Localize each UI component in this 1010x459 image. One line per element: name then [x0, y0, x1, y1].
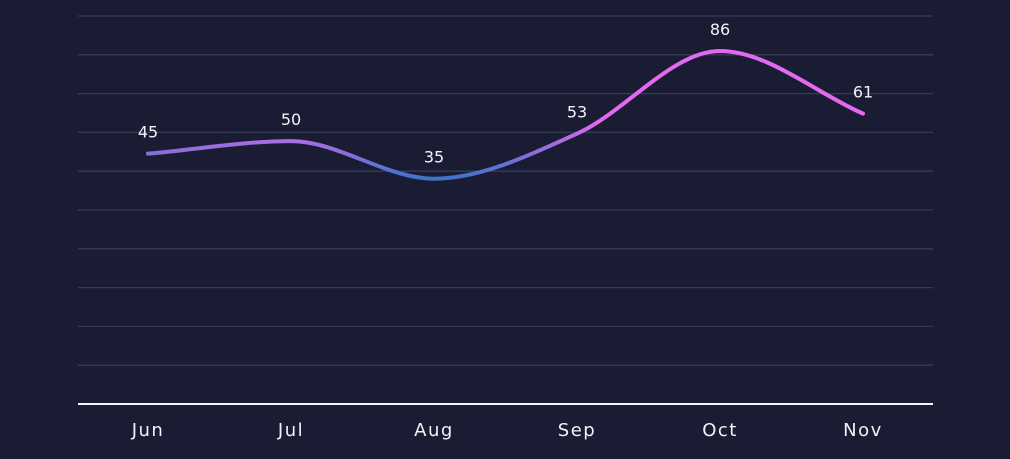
x-tick-label: Sep	[558, 420, 596, 441]
data-label: 35	[424, 148, 444, 167]
x-tick-label: Jul	[277, 420, 304, 441]
data-label: 86	[710, 20, 730, 39]
x-tick-label: Oct	[702, 420, 738, 441]
data-label: 50	[281, 110, 301, 129]
series-group	[146, 49, 865, 181]
data-label: 45	[138, 123, 158, 142]
grid-lines	[78, 15, 933, 366]
data-label: 53	[567, 103, 587, 122]
x-tick-labels: Jun Jul Aug Sep Oct Nov	[131, 420, 883, 441]
drop-lines	[147, 51, 864, 404]
x-tick-label: Jun	[131, 420, 165, 441]
x-tick-label: Aug	[414, 420, 454, 441]
data-label: 61	[853, 83, 873, 102]
series-line	[146, 49, 865, 181]
data-labels: 45 50 35 53 86 61	[138, 20, 873, 167]
x-tick-label: Nov	[843, 420, 883, 441]
